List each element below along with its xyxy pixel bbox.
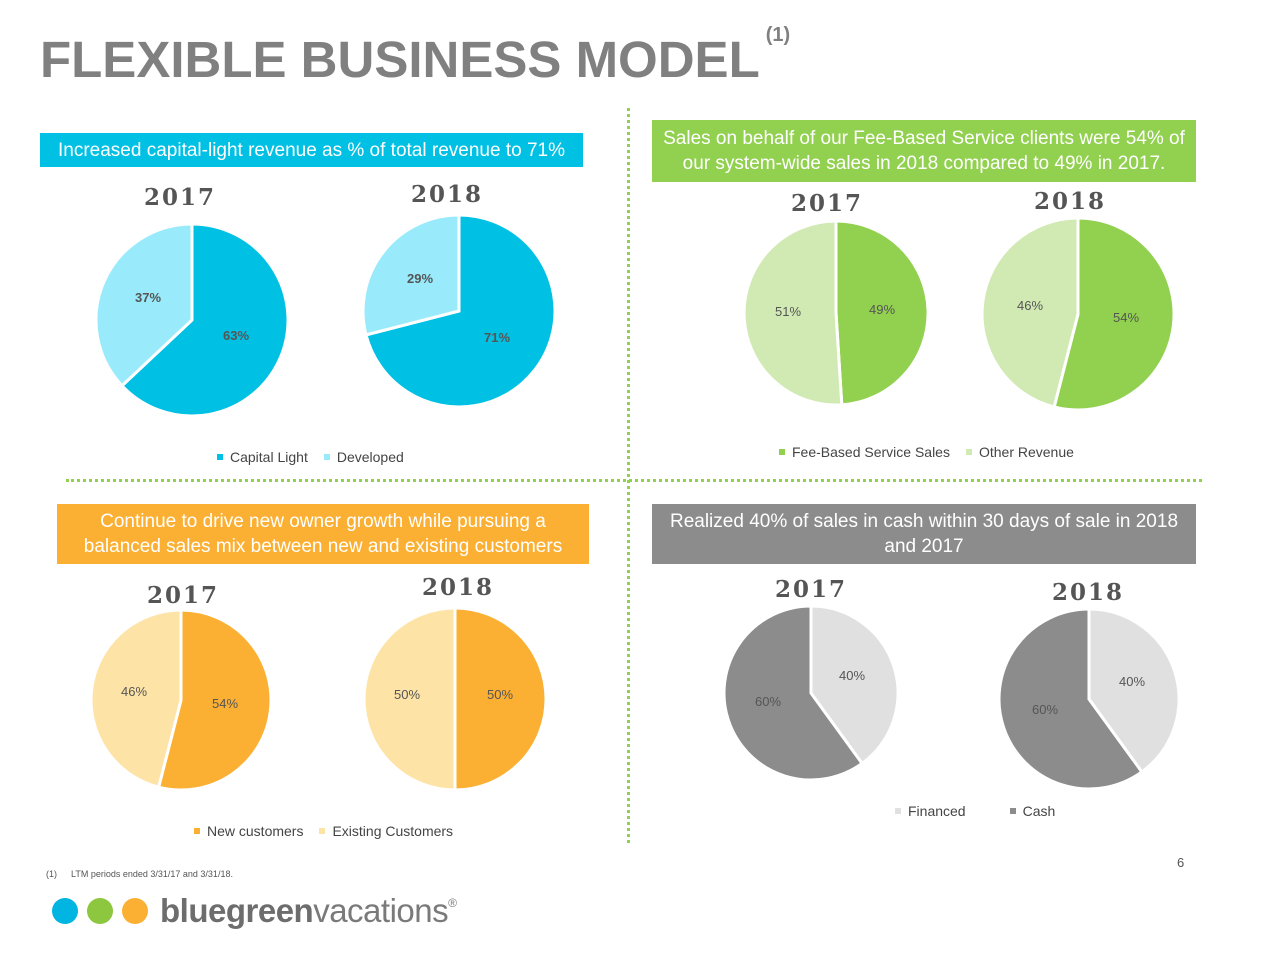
legend-swatch — [217, 454, 223, 460]
logo-wordmark: bluegreenvacations® — [160, 892, 457, 929]
pie-data-label: 46% — [121, 684, 147, 699]
chart-title-cash-2017: 2017 — [774, 576, 848, 603]
chart-title-cash-2018: 2018 — [1051, 579, 1125, 606]
legend-swatch — [1009, 808, 1016, 814]
pie-chart-fee-2018: 54% 46% — [980, 216, 1176, 412]
legend-customers: New customers Existing Customers — [194, 823, 469, 839]
pie-data-label: 54% — [212, 696, 238, 711]
pie-data-label: 63% — [223, 328, 249, 343]
pie-slice-developed — [361, 213, 461, 337]
legend-swatch — [194, 828, 200, 834]
pie-slice-financed — [722, 604, 865, 782]
pie-slice-other-revenue — [742, 219, 844, 407]
chart-title-customers-2018: 2018 — [421, 574, 495, 601]
vertical-divider — [627, 108, 630, 843]
page-title: FLEXIBLE BUSINESS MODEL (1) — [40, 24, 791, 88]
horizontal-divider — [66, 479, 1202, 482]
chart-title-capital-2018: 2018 — [410, 181, 484, 208]
pie-data-label: 60% — [1032, 702, 1058, 717]
legend-item-financed: Financed — [895, 803, 966, 819]
pie-slice-cash — [809, 604, 900, 766]
pie-slice-existing-customers — [362, 606, 457, 792]
pie-slice-existing-customers — [89, 608, 183, 789]
chart-title-fee-2017: 2017 — [790, 190, 864, 217]
logo-dot-orange — [122, 898, 148, 924]
pie-data-label: 29% — [407, 271, 433, 286]
pie-slice-new-customers — [156, 608, 273, 792]
pie-slice-cash — [1087, 607, 1181, 774]
legend-item-existing-customers: Existing Customers — [319, 823, 453, 839]
pie-data-label: 54% — [1113, 310, 1139, 325]
logo-dot-green — [87, 898, 113, 924]
legend-capital: Capital Light Developed — [217, 449, 420, 465]
banner-fee-based-sales: Sales on behalf of our Fee-Based Service… — [652, 120, 1196, 182]
title-footnote-marker: (1) — [765, 24, 791, 46]
pie-slice-fee-based-service-sales — [1052, 216, 1176, 412]
pie-data-label: 60% — [755, 694, 781, 709]
pie-chart-cash-2017: 60% 40% — [722, 604, 900, 782]
page-number: 6 — [1177, 855, 1185, 870]
pie-slice-financed — [997, 607, 1144, 791]
legend-swatch — [323, 454, 330, 460]
pie-chart-customers-2017: 54% 46% — [89, 608, 273, 792]
legend-item-cash: Cash — [1009, 803, 1055, 819]
pie-slice-capital-light — [119, 222, 290, 418]
pie-data-label: 49% — [869, 302, 895, 317]
chart-title-capital-2017: 2017 — [143, 184, 217, 211]
pie-data-label: 50% — [487, 687, 513, 702]
legend-swatch — [779, 449, 785, 455]
legend-item-new-customers: New customers — [194, 823, 303, 839]
pie-slice-developed — [94, 222, 194, 388]
legend-cash: Financed Cash — [895, 803, 1071, 819]
legend-fee: Fee-Based Service Sales Other Revenue — [779, 444, 1090, 460]
company-logo: bluegreenvacations® — [52, 892, 457, 930]
pie-data-label: 40% — [839, 668, 865, 683]
chart-title-customers-2017: 2017 — [146, 582, 220, 609]
pie-data-label: 50% — [394, 687, 420, 702]
banner-new-owner-growth: Continue to drive new owner growth while… — [57, 504, 589, 564]
banner-cash-sales: Realized 40% of sales in cash within 30 … — [652, 504, 1196, 564]
pie-slice-new-customers — [453, 606, 548, 792]
legend-swatch — [895, 808, 901, 814]
legend-item-other-revenue: Other Revenue — [965, 444, 1074, 460]
pie-data-label: 40% — [1119, 674, 1145, 689]
pie-data-label: 51% — [775, 304, 801, 319]
pie-chart-capital-2017: 63% 37% — [94, 222, 290, 418]
pie-chart-fee-2017: 49% 51% — [742, 219, 930, 407]
pie-slice-other-revenue — [980, 216, 1080, 409]
pie-chart-customers-2018: 50% 50% — [362, 606, 548, 792]
chart-title-fee-2018: 2018 — [1033, 188, 1107, 215]
pie-chart-cash-2018: 60% 40% — [997, 607, 1181, 791]
legend-swatch — [965, 449, 972, 455]
pie-data-label: 46% — [1017, 298, 1043, 313]
legend-item-developed: Developed — [323, 449, 404, 465]
pie-data-label: 71% — [484, 330, 510, 345]
footnote: (1) LTM periods ended 3/31/17 and 3/31/18… — [46, 869, 233, 879]
legend-swatch — [319, 828, 326, 834]
logo-dot-blue — [52, 898, 78, 924]
pie-data-label: 37% — [135, 290, 161, 305]
legend-item-capital-light: Capital Light — [217, 449, 308, 465]
pie-slice-fee-based-service-sales — [834, 219, 930, 407]
pie-chart-capital-2018: 71% 29% — [361, 213, 557, 409]
legend-item-fee-based: Fee-Based Service Sales — [779, 444, 950, 460]
banner-capital-light: Increased capital-light revenue as % of … — [40, 133, 583, 167]
